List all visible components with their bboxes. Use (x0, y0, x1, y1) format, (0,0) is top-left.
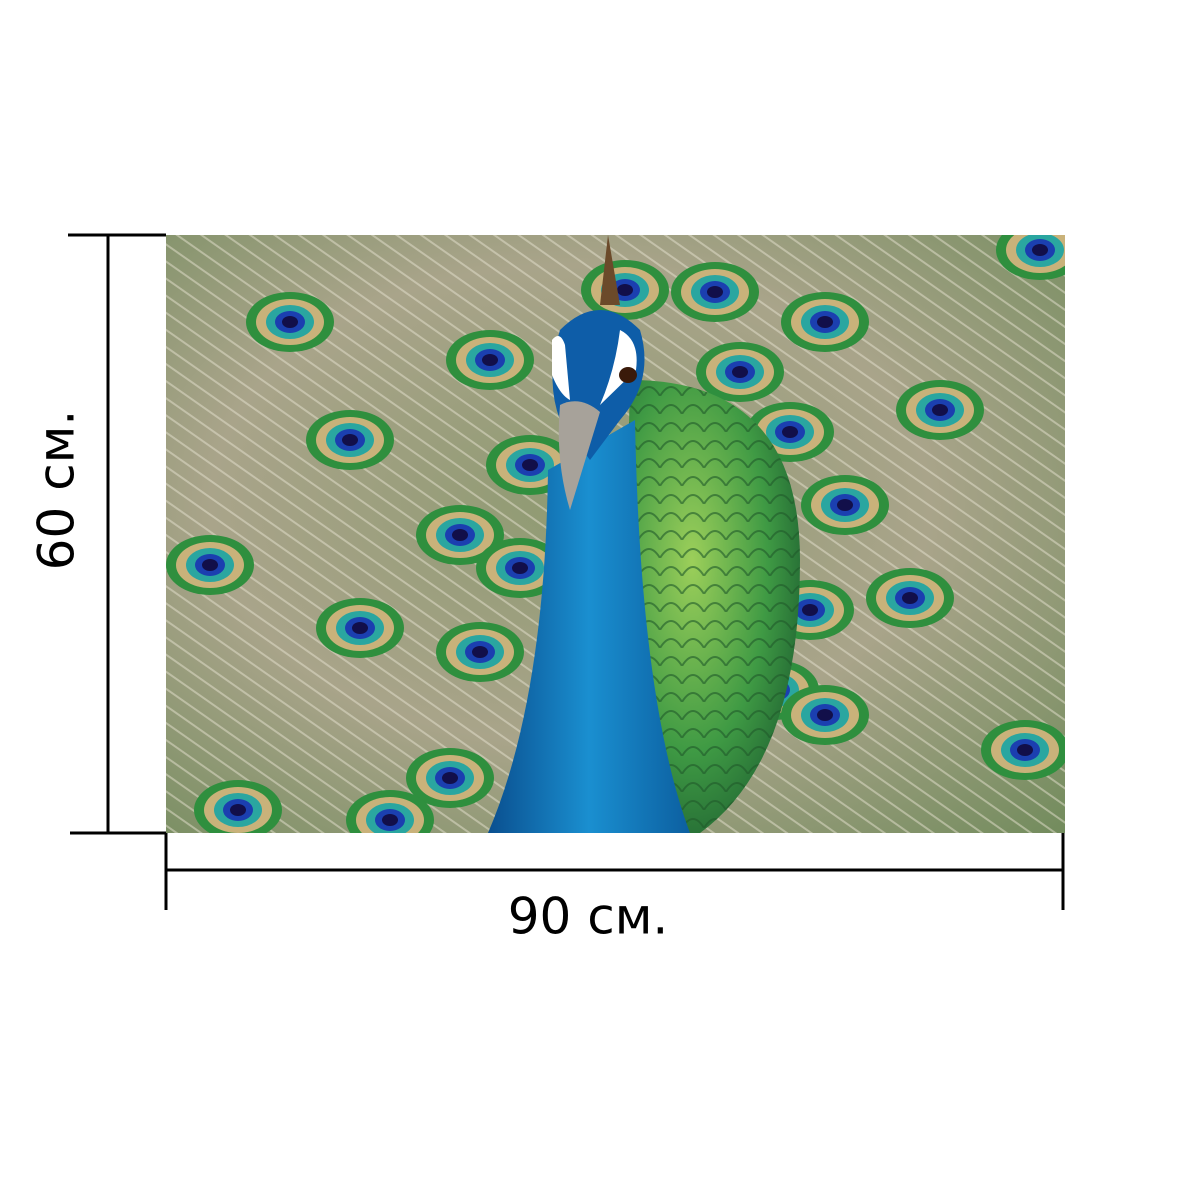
width-label: 90 см. (508, 888, 669, 946)
height-dimension: 60 см. (28, 233, 166, 835)
peacock-photo (166, 235, 1065, 833)
width-dimension: 90 см. (164, 833, 1065, 946)
height-label: 60 см. (28, 410, 86, 571)
